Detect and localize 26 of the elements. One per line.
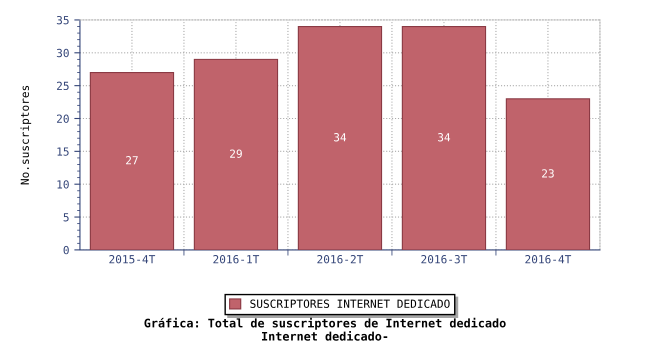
text: Gráfica: Total de suscriptores de Internet dedicado Internet dedicado- xyxy=(144,318,506,341)
bar xyxy=(194,58,278,250)
x-tick-label: 2016-3T xyxy=(421,255,468,264)
y-tick-label: 20 xyxy=(56,114,69,123)
x-tick-label: 2016-1T xyxy=(213,255,260,264)
y-tick-label: 0 xyxy=(64,246,69,254)
data-label: 34 xyxy=(438,133,450,142)
y-tick-label: 25 xyxy=(56,82,69,90)
y-tick-label: 10 xyxy=(57,180,69,189)
y-tick-label: 30 xyxy=(56,48,69,58)
x-tick-label: 2016-4T xyxy=(525,255,572,264)
data-label: 27 xyxy=(126,156,138,164)
y-tick-label: 5 xyxy=(64,213,69,222)
y-tick-label: 15 xyxy=(57,148,69,156)
bar xyxy=(90,72,174,250)
data-label: 23 xyxy=(542,169,554,178)
x-tick-label: 2016-2T xyxy=(317,255,364,264)
legend-label: SUSCRIPTORES INTERNET DEDICADO xyxy=(250,300,450,308)
y-axis-title: No.suscriptores xyxy=(20,86,32,184)
data-label: 29 xyxy=(230,149,242,158)
x-tick-label: 2015-4T xyxy=(109,255,156,264)
bar xyxy=(506,98,590,250)
y-tick-label: 35 xyxy=(56,16,69,24)
data-label: 34 xyxy=(334,133,346,142)
bar xyxy=(298,26,382,250)
bar xyxy=(402,26,486,250)
